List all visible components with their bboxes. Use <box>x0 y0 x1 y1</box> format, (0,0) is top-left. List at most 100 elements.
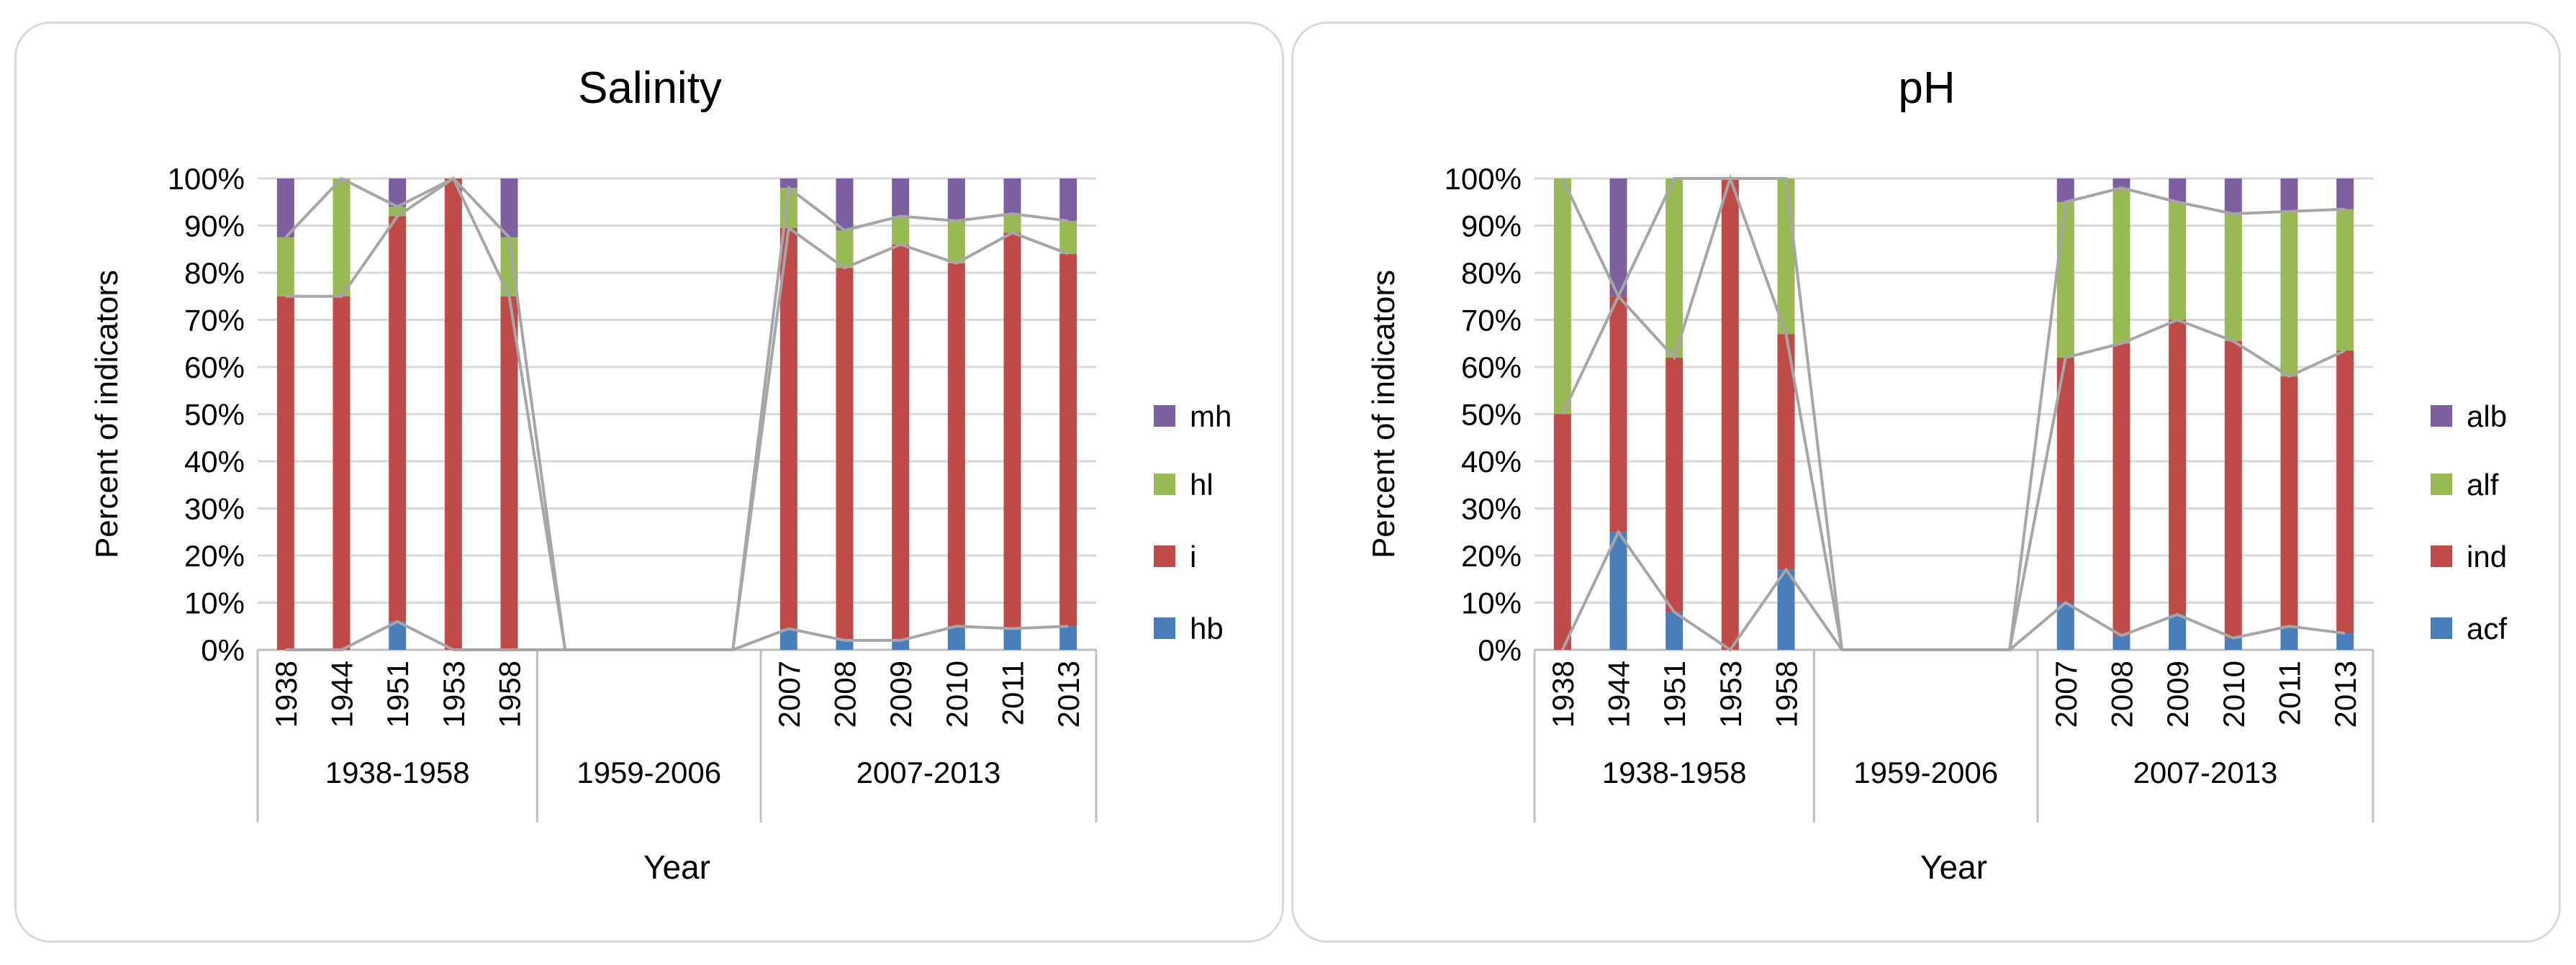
bar-segment-acf <box>2112 635 2130 650</box>
y-tick-label: 90% <box>184 209 245 243</box>
legend-swatch-hb <box>1154 617 1175 639</box>
category-label: 1944 <box>1602 661 1636 728</box>
category-label: 1958 <box>1770 661 1804 728</box>
bar-segment-i <box>276 296 294 650</box>
legend-label-ind: ind <box>2467 540 2507 574</box>
y-tick-label: 40% <box>184 445 245 479</box>
category-label: 2011 <box>996 661 1030 725</box>
category-label: 2010 <box>2217 661 2251 728</box>
bar-segment-mh <box>500 178 518 237</box>
bar-segment-hl <box>333 178 351 296</box>
bar-segment-mh <box>1059 178 1077 221</box>
category-label: 2013 <box>1052 661 1085 728</box>
bar-segment-alf <box>1553 178 1571 414</box>
bar-segment-ind <box>2169 320 2187 615</box>
y-tick-label: 20% <box>1461 539 1522 573</box>
group-label: 2007-2013 <box>2133 756 2278 789</box>
bar-segment-hl <box>1003 214 1021 233</box>
bar-segment-alb <box>2169 178 2187 202</box>
y-tick-label: 60% <box>184 350 245 384</box>
bar-segment-alb <box>2112 178 2130 189</box>
bar-segment-acf <box>1666 612 1684 650</box>
bar-segment-mh <box>947 178 965 221</box>
bar-segment-ind <box>2336 350 2354 634</box>
category-label: 1951 <box>1658 661 1691 728</box>
y-tick-label: 30% <box>1461 492 1522 526</box>
bar-segment-i <box>389 216 407 622</box>
category-label: 1938 <box>269 661 303 728</box>
series-line-hl <box>284 176 1069 651</box>
bar-segment-ind <box>2112 343 2130 636</box>
y-tick-label: 100% <box>168 162 245 196</box>
bar-segment-i <box>1059 253 1077 627</box>
category-label: 2007 <box>2049 661 2083 728</box>
legend-label-i: i <box>1190 540 1196 574</box>
bar-segment-i <box>779 227 797 629</box>
y-tick-label: 0% <box>1478 633 1522 667</box>
bar-segment-hb <box>947 626 965 650</box>
category-label: 2009 <box>2161 661 2195 728</box>
bar-segment-alf <box>1777 178 1795 335</box>
category-label: 2008 <box>828 661 862 728</box>
x-axis-label: Year <box>1920 848 1987 886</box>
bar-segment-alb <box>2280 178 2298 212</box>
bar-segment-i <box>1003 232 1021 629</box>
bar-segment-mh <box>892 178 910 217</box>
y-tick-label: 70% <box>1461 304 1522 337</box>
bar-segment-ind <box>1553 414 1571 650</box>
chart-title: Salinity <box>578 63 722 113</box>
category-label: 2013 <box>2328 661 2362 728</box>
bar-segment-acf <box>1609 532 1627 650</box>
bar-segment-hb <box>389 621 407 650</box>
y-tick-label: 50% <box>1461 398 1522 432</box>
group-label: 2007-2013 <box>857 756 1001 789</box>
y-tick-label: 30% <box>184 492 245 526</box>
legend-swatch-i <box>1154 545 1175 567</box>
legend-label-hl: hl <box>1190 468 1214 502</box>
y-tick-label: 0% <box>201 633 245 667</box>
category-label: 2011 <box>2273 661 2307 725</box>
category-label: 1944 <box>325 661 359 728</box>
category-label: 1951 <box>381 661 415 728</box>
bar-segment-hb <box>892 640 910 650</box>
bar-segment-hb <box>1003 628 1021 650</box>
bar-segment-i <box>500 296 518 650</box>
bar-segment-ind <box>2280 376 2298 627</box>
bar-segment-alf <box>2056 201 2074 358</box>
bar-segment-mh <box>276 178 294 237</box>
y-tick-label: 80% <box>1461 256 1522 290</box>
bar-segment-i <box>836 268 854 640</box>
category-label: 2007 <box>772 661 806 728</box>
bar-segment-alf <box>2224 214 2242 341</box>
category-label: 2009 <box>884 661 918 728</box>
bar-segment-acf <box>1777 569 1795 650</box>
bar-segment-i <box>333 296 351 650</box>
y-axis-label: Percent of indicators <box>1366 270 1401 558</box>
bar-segment-hb <box>1059 626 1077 650</box>
bar-segment-alf <box>1666 178 1684 358</box>
ph-chart-panel: pH Percent of indicators Year 0% 10% 20% 30… <box>1291 22 2561 943</box>
chart-title: pH <box>1898 63 1955 113</box>
bar-segment-alb <box>1609 178 1627 296</box>
group-label: 1959-2006 <box>1853 756 1998 789</box>
legend-swatch-hl <box>1154 474 1175 495</box>
bar-segment-i <box>947 263 965 627</box>
bar-segment-acf <box>2169 614 2187 650</box>
y-tick-label: 40% <box>1461 445 1522 479</box>
x-axis-label: Year <box>643 848 710 886</box>
ph-chart: pH Percent of indicators Year 0% 10% 20% 30… <box>1366 63 2507 886</box>
bar-segment-ind <box>1666 357 1684 612</box>
y-tick-label: 60% <box>1461 350 1522 384</box>
y-tick-label: 90% <box>1461 209 1522 243</box>
bar-segment-acf <box>2224 638 2242 650</box>
bar-segment-acf <box>2336 633 2354 650</box>
y-axis-label: Percent of indicators <box>89 270 125 558</box>
legend-label-mh: mh <box>1190 399 1231 433</box>
bar-segment-alf <box>2280 211 2298 377</box>
y-tick-label: 20% <box>184 539 245 573</box>
bar-segment-mh <box>779 178 797 189</box>
series-line-alf <box>1561 177 2346 651</box>
category-label: 1938 <box>1546 661 1580 728</box>
y-tick-label: 10% <box>1461 586 1522 620</box>
legend-label-alb: alb <box>2467 399 2507 433</box>
